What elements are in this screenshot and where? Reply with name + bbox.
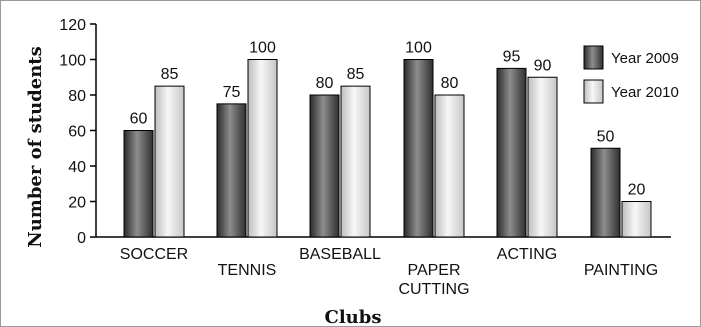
bar (340, 85, 371, 238)
bar (154, 85, 185, 238)
data-label: 80 (316, 75, 334, 92)
data-label: 100 (249, 40, 276, 57)
data-label: 85 (347, 66, 365, 83)
legend-swatch (583, 79, 604, 104)
bar (309, 94, 340, 238)
y-tick-label: 20 (68, 195, 86, 212)
bar (496, 67, 527, 238)
axes: 0 20 40 60 80 100 120 SOCCER TENNIS BASEBALL PAPER… (59, 17, 671, 298)
y-tick-label: 40 (68, 159, 86, 176)
bar (247, 59, 278, 238)
x-tick-label: BASEBALL (299, 246, 381, 263)
y-axis-title: Number of students (25, 46, 46, 248)
bar (216, 103, 247, 238)
data-label: 60 (130, 111, 148, 128)
legend: Year 2009 Year 2010 (583, 45, 679, 104)
x-tick-label: ACTING (497, 246, 557, 263)
bar (123, 130, 154, 238)
data-label: 90 (534, 57, 552, 74)
x-tick-label: PAPER (407, 262, 460, 279)
legend-label: Year 2009 (611, 50, 679, 67)
bar (403, 59, 434, 238)
legend-label: Year 2010 (611, 84, 679, 101)
data-label: 50 (597, 128, 615, 145)
y-tick-label: 100 (59, 53, 86, 70)
data-label: 80 (441, 75, 459, 92)
x-tick-label: CUTTING (398, 281, 469, 298)
y-tick-label: 0 (77, 230, 86, 247)
y-tick-label: 60 (68, 124, 86, 141)
y-tick-label: 80 (68, 88, 86, 105)
data-label: 20 (628, 182, 646, 199)
y-tick-label: 120 (59, 17, 86, 34)
data-label: 95 (503, 48, 521, 65)
data-label: 75 (223, 84, 241, 101)
data-label: 85 (161, 66, 179, 83)
x-tick-label: PAINTING (584, 262, 658, 279)
data-label: 100 (405, 40, 432, 57)
data-labels: 60 85 75 100 80 85 100 80 95 90 50 20 (130, 40, 646, 199)
bar (621, 201, 652, 238)
bar (590, 147, 621, 238)
bar (527, 76, 558, 238)
x-tick-label: SOCCER (120, 246, 188, 263)
x-tick-label: TENNIS (218, 262, 277, 279)
x-axis-title: Clubs (325, 307, 382, 326)
bars (123, 59, 652, 238)
legend-swatch (583, 45, 604, 70)
bar (434, 94, 465, 238)
